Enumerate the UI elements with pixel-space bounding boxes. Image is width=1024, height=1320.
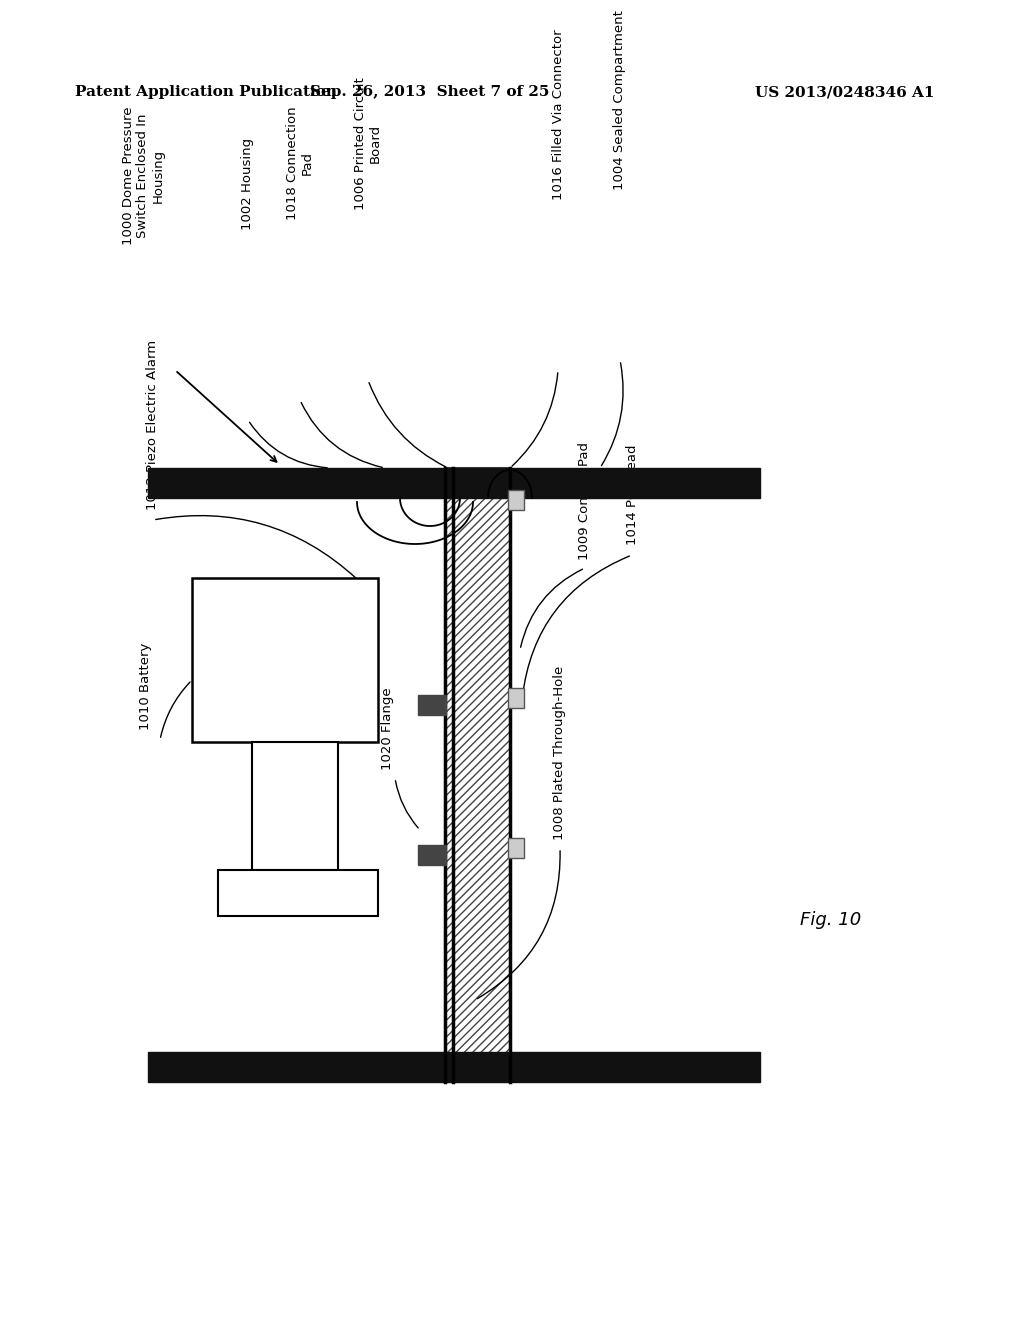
Text: 1014 PCB Lead: 1014 PCB Lead (626, 445, 639, 545)
Text: 1004 Sealed Compartment: 1004 Sealed Compartment (613, 11, 627, 190)
Text: 1018 Connection
Pad: 1018 Connection Pad (286, 107, 314, 220)
Text: Fig. 10: Fig. 10 (800, 911, 861, 929)
Bar (148, 1052, 760, 1082)
Text: Sep. 26, 2013  Sheet 7 of 25: Sep. 26, 2013 Sheet 7 of 25 (310, 84, 550, 99)
Text: 1012 Piezo Electric Alarm: 1012 Piezo Electric Alarm (146, 339, 160, 510)
Bar (148, 469, 760, 498)
Text: 1020 Flange: 1020 Flange (381, 688, 393, 770)
Bar (218, 870, 378, 916)
Text: Patent Application Publication: Patent Application Publication (75, 84, 337, 99)
Text: 1016 Filled Via Connector: 1016 Filled Via Connector (552, 29, 564, 201)
Text: 1006 Printed Circuit
Board: 1006 Printed Circuit Board (354, 78, 382, 210)
Bar (508, 838, 524, 858)
Bar (508, 490, 524, 510)
Text: 1010 Battery: 1010 Battery (138, 643, 152, 730)
Text: US 2013/0248346 A1: US 2013/0248346 A1 (755, 84, 935, 99)
Bar (193, 578, 378, 742)
Bar (418, 696, 446, 715)
Bar (508, 688, 524, 708)
Bar (418, 845, 446, 865)
Text: 1002 Housing: 1002 Housing (242, 137, 255, 230)
Text: 1008 Plated Through-Hole: 1008 Plated Through-Hole (554, 665, 566, 840)
Text: 1000 Dome Pressure
Switch Enclosed In
Housing: 1000 Dome Pressure Switch Enclosed In Ho… (122, 107, 165, 246)
Bar (252, 742, 338, 870)
Text: 1009 Contact Pad: 1009 Contact Pad (579, 442, 592, 560)
Bar (445, 469, 510, 1082)
